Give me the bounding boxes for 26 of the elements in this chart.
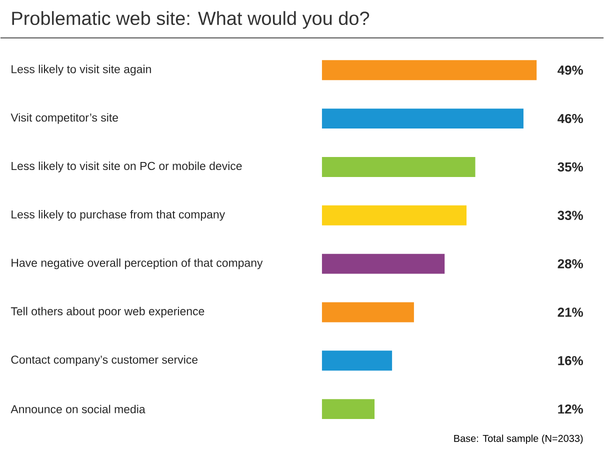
y-tick-label: Announce on social media: [10, 404, 146, 414]
data-label: 28%: [558, 259, 583, 268]
y-tick-label: Visit competitor’s site: [10, 113, 118, 124]
y-tick-label: Contact company’s customer service: [11, 355, 198, 366]
y-tick-label: Less likely to visit site again: [12, 64, 151, 76]
chart-title: Problematic web site: What would you do?: [12, 11, 370, 29]
data-label: 35%: [558, 162, 583, 172]
bar: [322, 398, 375, 419]
y-tick-label: Less likely to purchase from that company: [12, 210, 226, 221]
y-tick-label: Less likely to visit site on PC or mobile device: [12, 162, 242, 172]
data-label: 16%: [558, 356, 583, 366]
y-tick-label: Tell others about poor web experience: [10, 306, 204, 318]
bar: [322, 108, 524, 128]
bar: [322, 156, 476, 177]
data-label: 21%: [558, 308, 583, 317]
data-label: 46%: [558, 114, 583, 124]
bar: [322, 302, 414, 322]
bar: [322, 60, 537, 80]
data-label: 33%: [558, 210, 583, 220]
bar: [322, 350, 392, 371]
y-tick-label: Have negative overall perception of that company: [12, 258, 263, 270]
text: Base: Total sample (N=2033): [454, 434, 583, 444]
bar: [322, 254, 445, 274]
bar: [322, 205, 467, 226]
data-label: 49%: [558, 65, 583, 75]
data-label: 12%: [558, 404, 583, 414]
